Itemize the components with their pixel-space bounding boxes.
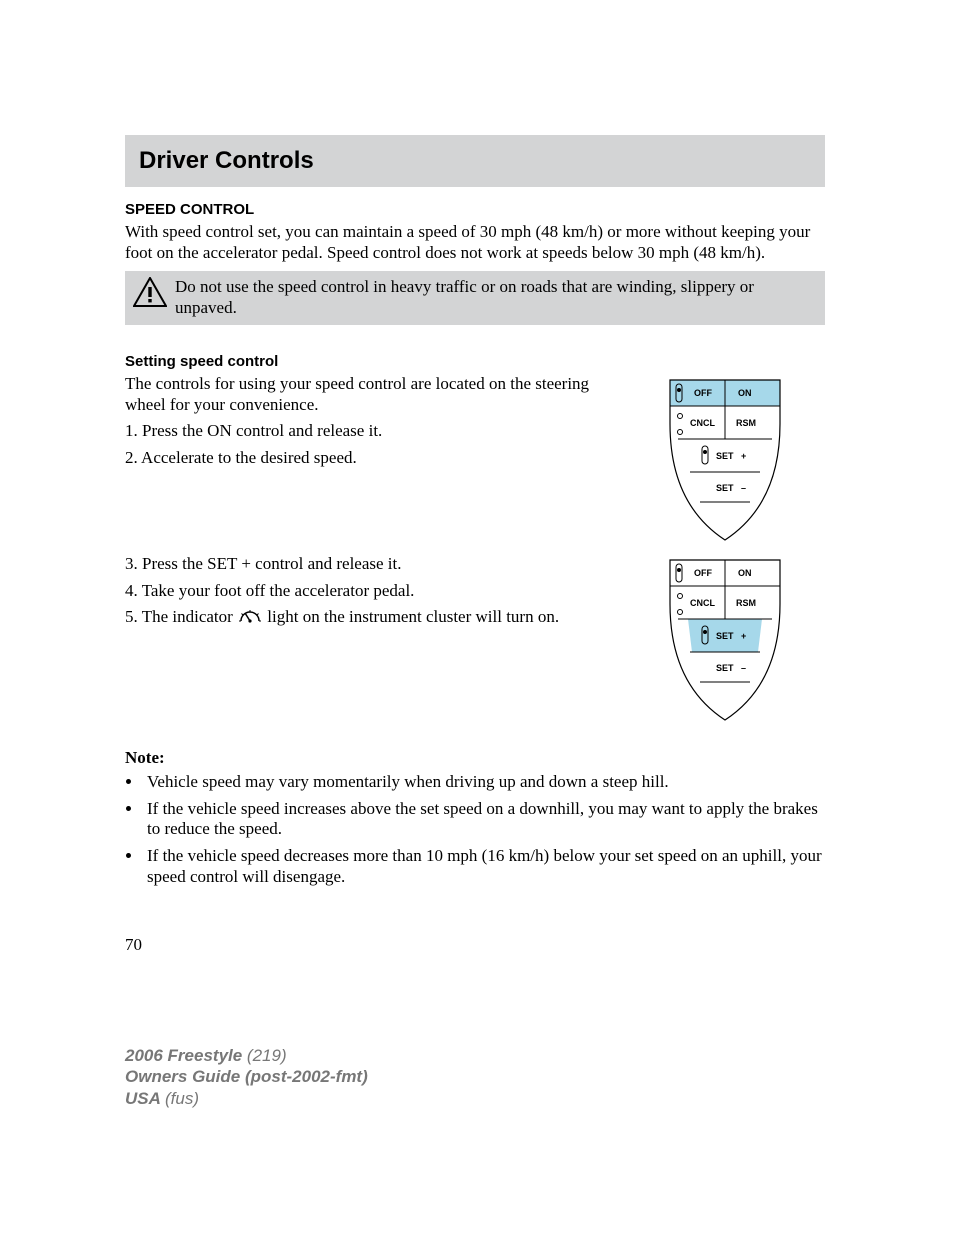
svg-text:SET: SET — [716, 451, 734, 461]
svg-text:+: + — [741, 631, 746, 641]
svg-text:OFF: OFF — [694, 388, 712, 398]
svg-text:ON: ON — [738, 388, 752, 398]
controls-paragraph: The controls for using your speed contro… — [125, 374, 607, 415]
step-2: 2. Accelerate to the desired speed. — [125, 448, 607, 469]
notes-list: Vehicle speed may vary momentarily when … — [143, 772, 825, 888]
svg-text:+: + — [741, 451, 746, 461]
svg-text:–: – — [741, 663, 746, 673]
page-title: Driver Controls — [139, 147, 811, 175]
note-item: If the vehicle speed increases above the… — [143, 799, 825, 840]
note-item: Vehicle speed may vary momentarily when … — [143, 772, 825, 793]
warning-text: Do not use the speed control in heavy tr… — [175, 277, 817, 318]
diagram-2: OFF ON CNCL RSM SET + SET – — [625, 554, 825, 724]
step-5: 5. The indicator light on the instrument… — [125, 607, 607, 631]
cruise-indicator-icon — [237, 607, 263, 631]
note-item: If the vehicle speed decreases more than… — [143, 846, 825, 887]
warning-icon — [133, 277, 167, 312]
svg-text:ON: ON — [738, 568, 752, 578]
intro-text: With speed control set, you can maintain… — [125, 222, 825, 263]
page-number: 70 — [125, 935, 142, 955]
svg-text:RSM: RSM — [736, 418, 756, 428]
diagram-1: OFF ON CNCL RSM SET + SET – — [625, 374, 825, 544]
note-label: Note: — [125, 748, 825, 768]
footer: 2006 Freestyle (219) Owners Guide (post-… — [125, 1045, 368, 1109]
step-1: 1. Press the ON control and release it. — [125, 421, 607, 442]
svg-text:–: – — [741, 483, 746, 493]
svg-text:SET: SET — [716, 663, 734, 673]
sub-heading: Setting speed control — [125, 353, 825, 370]
warning-box: Do not use the speed control in heavy tr… — [125, 271, 825, 324]
step-4: 4. Take your foot off the accelerator pe… — [125, 581, 607, 602]
svg-text:SET: SET — [716, 483, 734, 493]
svg-text:SET: SET — [716, 631, 734, 641]
step-3: 3. Press the SET + control and release i… — [125, 554, 607, 575]
svg-text:CNCL: CNCL — [690, 598, 715, 608]
title-bar: Driver Controls — [125, 135, 825, 187]
svg-text:RSM: RSM — [736, 598, 756, 608]
svg-text:OFF: OFF — [694, 568, 712, 578]
section-heading: SPEED CONTROL — [125, 201, 825, 218]
svg-text:CNCL: CNCL — [690, 418, 715, 428]
